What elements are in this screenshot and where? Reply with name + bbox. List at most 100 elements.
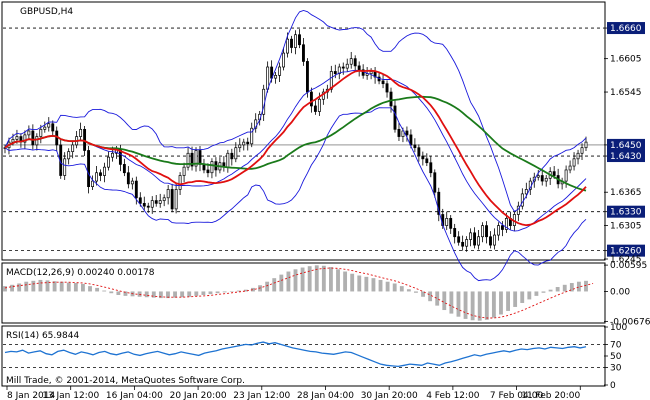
macd-histogram-bar bbox=[208, 291, 213, 295]
candle-body bbox=[91, 180, 94, 188]
price-tick-label: 1.6545 bbox=[610, 88, 642, 98]
macd-histogram-bar bbox=[541, 291, 546, 293]
macd-histogram-bar bbox=[329, 267, 333, 292]
chart-title: GBPUSD,H4 bbox=[20, 7, 73, 17]
candle-body bbox=[445, 218, 449, 226]
candle-body bbox=[95, 172, 98, 182]
candle-body bbox=[122, 164, 126, 174]
candle-body bbox=[234, 147, 238, 160]
macd-histogram-bar bbox=[251, 287, 255, 292]
macd-histogram-bar bbox=[187, 291, 192, 297]
macd-histogram-bar bbox=[66, 282, 71, 292]
macd-histogram-bar bbox=[229, 291, 234, 292]
candle-body bbox=[552, 171, 556, 176]
macd-signal-line bbox=[4, 267, 594, 319]
candle-body bbox=[405, 130, 409, 136]
price-tick-label: 1.6245 bbox=[610, 255, 642, 265]
candle-body bbox=[361, 69, 365, 76]
macd-histogram-bar bbox=[350, 273, 355, 292]
candle-body bbox=[63, 158, 67, 176]
macd-histogram-bar bbox=[555, 287, 560, 292]
candle-body bbox=[453, 228, 457, 238]
candle-body bbox=[202, 164, 206, 171]
macd-histogram-bar bbox=[45, 280, 50, 292]
macd-histogram-bar bbox=[300, 267, 305, 292]
candle-body bbox=[99, 172, 102, 176]
macd-histogram-bar bbox=[491, 291, 496, 318]
rsi-tick-label: 50 bbox=[610, 352, 622, 362]
candle-body bbox=[473, 232, 477, 246]
price-tick-label: 1.6450 bbox=[610, 141, 642, 151]
candle-body bbox=[47, 123, 51, 128]
macd-histogram-bar bbox=[73, 283, 78, 292]
candle-body bbox=[477, 236, 480, 246]
candle-body bbox=[134, 180, 138, 199]
copyright-text: Mill Trade, © 2001-2014, MetaQuotes Soft… bbox=[6, 376, 245, 386]
candle-body bbox=[178, 175, 182, 190]
price-level-badge bbox=[607, 138, 645, 151]
bollinger-lower-line bbox=[4, 107, 587, 282]
candle-body bbox=[465, 239, 469, 247]
macd-histogram-bar bbox=[286, 271, 291, 292]
rsi-tick-label: 100 bbox=[610, 323, 627, 333]
candle-body bbox=[401, 130, 405, 137]
candle-body bbox=[206, 169, 210, 174]
price-level-badge bbox=[607, 22, 645, 35]
candle-body bbox=[425, 158, 429, 164]
candle-body bbox=[309, 91, 313, 107]
macd-tick-label: 0.00595 bbox=[610, 261, 647, 271]
candle-body bbox=[504, 218, 508, 230]
macd-histogram-bar bbox=[307, 266, 312, 292]
price-tick-label: 1.6605 bbox=[610, 55, 642, 65]
candle-body bbox=[333, 71, 337, 75]
macd-histogram-bar bbox=[449, 291, 454, 314]
candle-body bbox=[413, 144, 417, 149]
candle-body bbox=[457, 236, 461, 243]
candle-body bbox=[23, 134, 27, 143]
macd-histogram-bar bbox=[10, 284, 15, 292]
candle-body bbox=[345, 63, 349, 69]
macd-histogram-bar bbox=[272, 278, 277, 292]
macd-histogram-bar bbox=[520, 291, 525, 303]
candle-body bbox=[190, 152, 194, 167]
candle-body bbox=[107, 156, 110, 168]
macd-histogram-bar bbox=[371, 278, 376, 292]
candle-body bbox=[238, 144, 242, 149]
macd-histogram-bar bbox=[38, 279, 43, 292]
macd-histogram-bar bbox=[421, 291, 425, 297]
rsi-tick-label: 30 bbox=[610, 364, 622, 374]
macd-histogram-bar bbox=[569, 283, 574, 292]
candle-body bbox=[158, 200, 162, 204]
macd-histogram-bar bbox=[88, 286, 92, 292]
candle-body bbox=[266, 66, 270, 90]
candle-body bbox=[357, 65, 361, 71]
macd-histogram-bar bbox=[31, 280, 36, 292]
macd-histogram-bar bbox=[428, 291, 433, 302]
candle-body bbox=[485, 225, 488, 238]
rsi-tick-label: 0 bbox=[610, 381, 616, 391]
price-tick-label: 1.6660 bbox=[610, 24, 642, 34]
candle-body bbox=[226, 152, 230, 168]
candle-body bbox=[111, 152, 114, 158]
candle-body bbox=[306, 61, 309, 93]
candle-body bbox=[298, 34, 301, 46]
candle-body bbox=[186, 152, 190, 168]
macd-histogram-bar bbox=[336, 269, 340, 292]
candle-body bbox=[27, 130, 31, 136]
x-tick-label: 4 Feb 12:00 bbox=[426, 391, 480, 400]
macd-histogram-bar bbox=[406, 289, 411, 292]
candle-body bbox=[126, 172, 130, 185]
macd-histogram-bar bbox=[548, 289, 553, 292]
macd-histogram-bar bbox=[527, 291, 532, 300]
x-tick-label: 20 Jan 20:00 bbox=[170, 391, 227, 400]
macd-histogram-bar bbox=[414, 291, 418, 293]
macd-histogram-bar bbox=[3, 286, 7, 292]
rsi-panel bbox=[1, 325, 606, 387]
candle-body bbox=[329, 71, 333, 90]
macd-histogram-bar bbox=[265, 281, 270, 292]
candle-body bbox=[278, 66, 282, 76]
candle-body bbox=[71, 144, 75, 152]
